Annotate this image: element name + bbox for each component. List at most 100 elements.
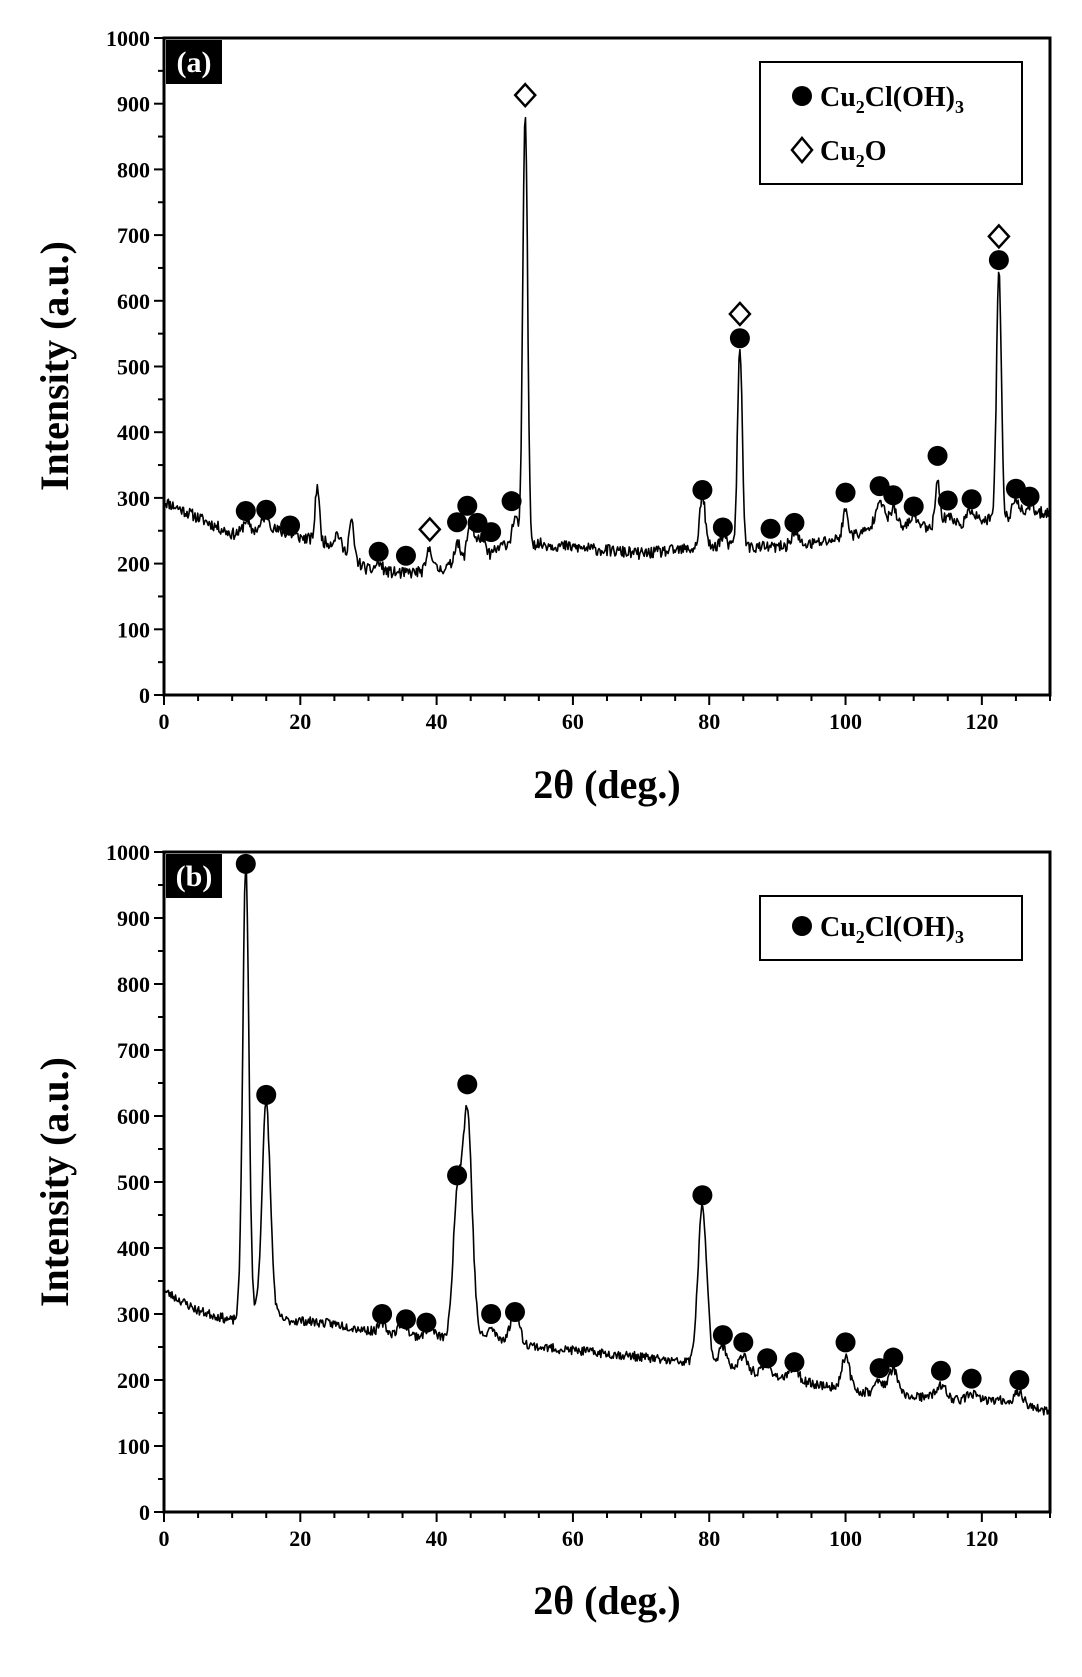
cu2cloh3-peak-marker <box>395 545 416 566</box>
panel-a-y-tick-label: 1000 <box>106 26 150 51</box>
cu2o-peak-marker <box>987 223 1011 250</box>
cu2cloh3-peak-marker <box>1019 486 1040 507</box>
cu2cloh3-peak-marker <box>256 1084 277 1105</box>
panel-a-y-tick-label: 700 <box>117 223 150 248</box>
panel-b-peak-markers <box>235 853 1030 1390</box>
cu2cloh3-peak-marker <box>883 485 904 506</box>
panel-a-peak-markers <box>235 82 1040 566</box>
cu2cloh3-peak-marker <box>692 480 713 501</box>
cu2cloh3-peak-marker <box>481 1304 502 1324</box>
panel-a-x-axis-label: 2θ (deg.) <box>533 762 681 807</box>
panel-a-y-tick-label: 400 <box>117 420 150 445</box>
cu2cloh3-peak-marker <box>416 1312 437 1333</box>
cu2cloh3-peak-marker <box>903 496 924 517</box>
panel-a: 0 20 40 60 80 100 120 0 100 200 300 400 500 600 700 800… <box>32 26 1052 807</box>
cu2cloh3-peak-marker <box>712 517 733 538</box>
cu2cloh3-peak-marker <box>235 501 256 522</box>
panel-b-legend-entry-1: Cu2Cl(OH)3 <box>820 912 964 947</box>
cu2cloh3-peak-marker <box>757 1348 778 1369</box>
panel-b-y-tick-label: 0 <box>139 1500 150 1525</box>
panel-a-y-tick-label: 500 <box>117 355 150 380</box>
cu2cloh3-peak-marker <box>784 512 805 533</box>
cu2cloh3-peak-marker <box>501 491 522 512</box>
cu2cloh3-peak-marker <box>927 445 948 466</box>
panel-a-y-tick-label: 200 <box>117 552 150 577</box>
cu2cloh3-peak-marker <box>869 1358 890 1379</box>
cu2cloh3-peak-marker <box>760 518 781 539</box>
panel-b-diffraction-trace <box>163 869 1051 1417</box>
cu2cloh3-peak-marker <box>447 1165 468 1186</box>
panel-b-y-tick-label: 600 <box>117 1104 150 1129</box>
cu2cloh3-peak-marker <box>256 499 277 520</box>
panel-a-x-tick-label: 20 <box>289 709 311 734</box>
cu2cloh3-peak-marker <box>835 1332 856 1353</box>
panel-b-y-tick-label: 500 <box>117 1170 150 1195</box>
cu2cloh3-peak-marker <box>447 512 468 533</box>
panel-b-plot-frame <box>162 850 1052 1514</box>
cu2cloh3-peak-marker <box>395 1309 416 1330</box>
panel-a-y-tick-label: 900 <box>117 92 150 117</box>
cu2cloh3-peak-marker <box>692 1185 713 1206</box>
panel-a-x-tick-label: 0 <box>159 709 170 734</box>
cu2cloh3-peak-marker <box>883 1347 904 1368</box>
cu2cloh3-peak-marker <box>457 495 478 516</box>
cu2cloh3-peak-marker <box>835 482 856 503</box>
cu2o-peak-marker <box>728 301 752 327</box>
panel-b-y-tick-label: 300 <box>117 1302 150 1327</box>
cu2cloh3-peak-marker <box>961 1368 982 1389</box>
panel-b-x-tick-label: 40 <box>426 1526 448 1551</box>
panel-a-x-tick-label: 60 <box>562 709 584 734</box>
panel-a-y-tick-label: 100 <box>117 617 150 642</box>
panel-b-y-tick-label: 700 <box>117 1038 150 1063</box>
panel-a-legend-entry-2: Cu2O <box>820 136 887 171</box>
cu2cloh3-peak-marker <box>280 515 301 536</box>
cu2cloh3-peak-marker <box>504 1302 525 1323</box>
panel-a-y-tick-label: 300 <box>117 486 150 511</box>
legend-filled-circle-icon <box>792 916 812 936</box>
panel-a-diffraction-trace <box>164 116 1051 579</box>
panel-b-x-tick-label: 100 <box>829 1526 862 1551</box>
panel-b-legend: Cu2Cl(OH)3 <box>759 895 1023 961</box>
panel-a-axes: 0 20 40 60 80 100 120 0 100 200 300 400 500 600 700 800… <box>106 26 1051 734</box>
cu2cloh3-peak-marker <box>368 541 389 562</box>
legend-open-diamond-icon <box>790 136 814 164</box>
cu2cloh3-peak-marker <box>930 1360 951 1381</box>
legend-filled-circle-icon <box>792 86 812 106</box>
panel-a-y-axis-label: Intensity (a.u.) <box>32 241 77 491</box>
panel-a-y-tick-label: 0 <box>139 683 150 708</box>
panel-b-y-tick-label: 800 <box>117 972 150 997</box>
panel-a-x-tick-label: 80 <box>698 709 720 734</box>
cu2cloh3-peak-marker <box>733 1332 754 1353</box>
cu2cloh3-peak-marker <box>961 489 982 510</box>
panel-a-x-tick-label: 100 <box>829 709 862 734</box>
panel-a-legend-entry-1: Cu2Cl(OH)3 <box>820 82 964 117</box>
panel-b-y-tick-label: 400 <box>117 1236 150 1261</box>
panel-b-y-tick-label: 900 <box>117 906 150 931</box>
panel-a-x-tick-label: 120 <box>965 709 998 734</box>
cu2cloh3-peak-marker <box>988 250 1009 271</box>
panel-a-legend-box <box>759 61 1023 185</box>
panel-a-y-tick-label: 600 <box>117 289 150 314</box>
panel-b-y-tick-label: 100 <box>117 1434 150 1459</box>
cu2cloh3-peak-marker <box>784 1352 805 1373</box>
panel-b-tag-background <box>166 854 222 898</box>
panel-b-x-tick-label: 60 <box>562 1526 584 1551</box>
panel-a-x-tick-label: 40 <box>426 709 448 734</box>
panel-b-x-tick-label: 20 <box>289 1526 311 1551</box>
cu2cloh3-peak-marker <box>457 1074 478 1095</box>
panel-b-y-tick-label: 1000 <box>106 840 150 865</box>
panel-b-x-tick-label: 0 <box>159 1526 170 1551</box>
panel-a-y-tick-label: 800 <box>117 157 150 182</box>
panel-b-x-axis-label: 2θ (deg.) <box>533 1578 681 1623</box>
cu2cloh3-peak-marker <box>937 490 958 511</box>
panel-a-tag-background <box>166 40 222 84</box>
panel-a-legend: Cu2Cl(OH)3 Cu2O <box>759 61 1023 185</box>
cu2cloh3-peak-marker <box>712 1325 733 1346</box>
panel-b-tag: (b) <box>176 860 213 893</box>
cu2o-peak-marker <box>513 82 537 109</box>
panel-b-x-tick-label: 80 <box>698 1526 720 1551</box>
cu2cloh3-peak-marker <box>235 853 256 874</box>
panel-b-x-tick-label: 120 <box>965 1526 998 1551</box>
cu2cloh3-peak-marker <box>372 1304 393 1324</box>
cu2o-peak-marker <box>418 516 442 543</box>
